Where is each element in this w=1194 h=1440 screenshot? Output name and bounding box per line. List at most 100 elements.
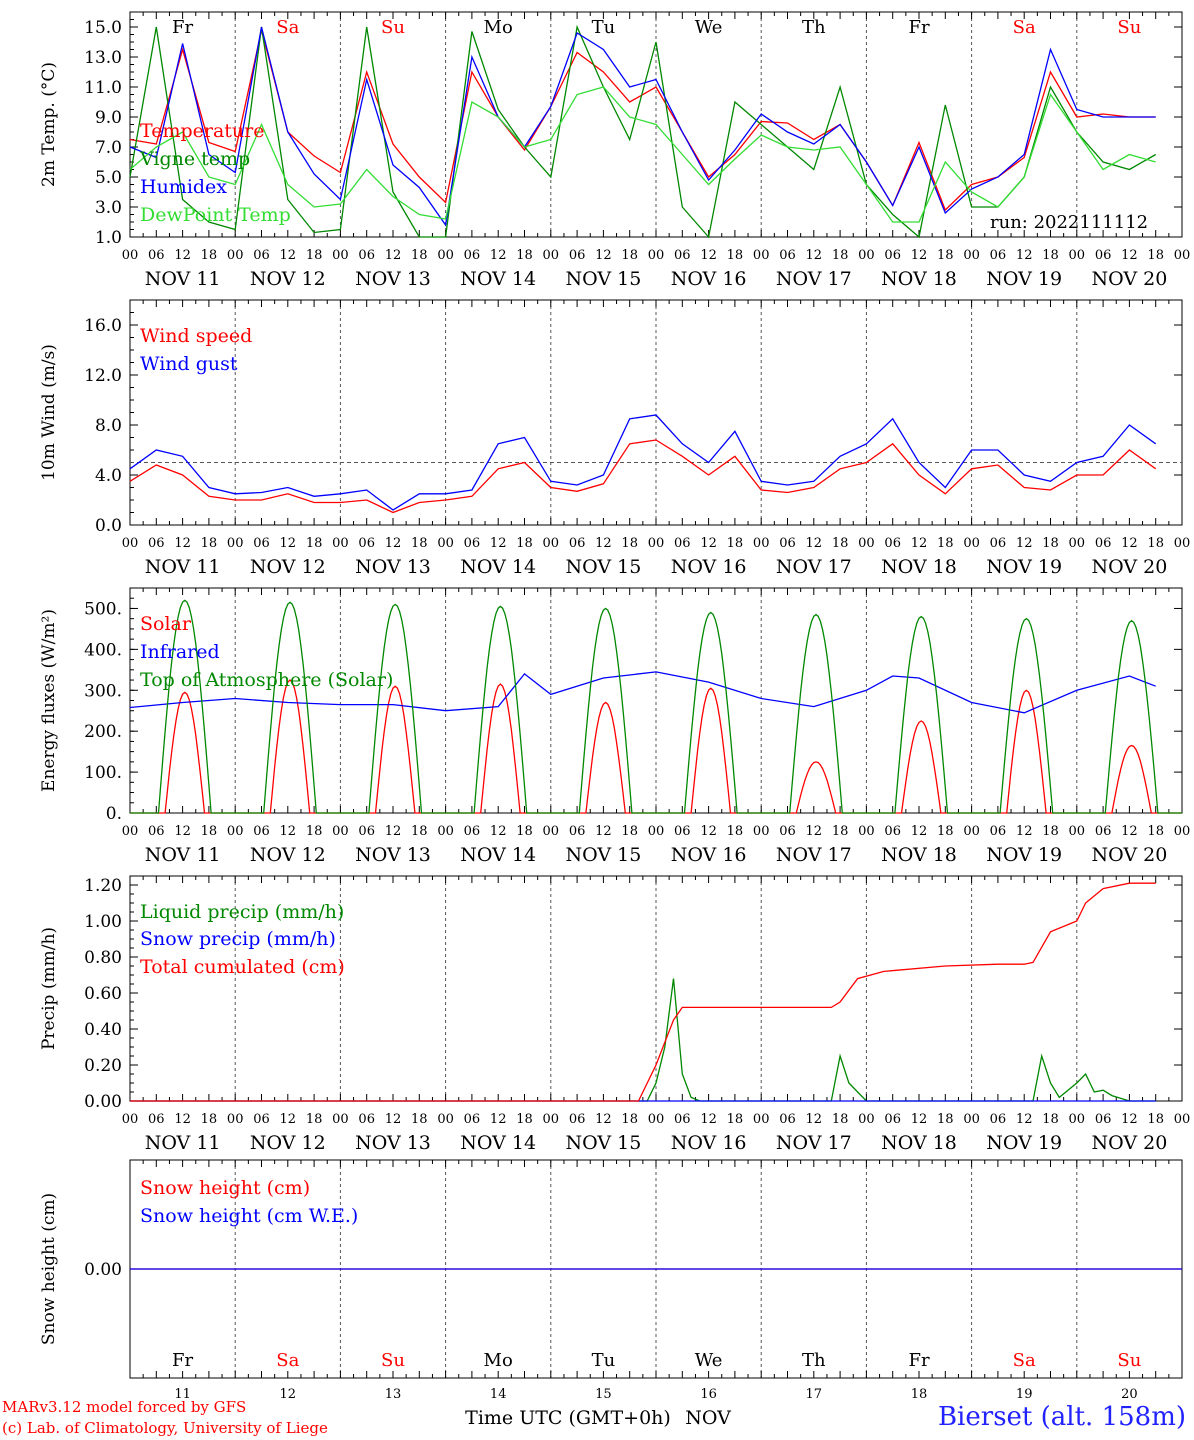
legend-entry: Top of Atmosphere (Solar) [140,669,393,691]
y-tick-label: 8.0 [95,416,122,436]
day-name: Sa [1013,1350,1036,1371]
date-label: NOV 14 [460,1132,536,1154]
day-number: 19 [1016,1387,1033,1402]
date-label: NOV 18 [881,556,957,578]
hour-tick-label: 00 [437,248,454,263]
hour-tick-label: 18 [937,1112,954,1127]
hour-tick-label: 18 [832,248,849,263]
hour-tick-label: 18 [1147,536,1164,551]
day-number: 12 [280,1387,297,1402]
legend-entry: Vigne temp [139,148,250,170]
hour-tick-label: 00 [122,824,139,839]
hour-tick-label: 18 [1147,1112,1164,1127]
hour-tick-label: 00 [1069,824,1086,839]
lab-credit: (c) Lab. of Climatology, University of L… [2,1419,328,1437]
hour-tick-label: 00 [437,536,454,551]
hour-tick-label: 00 [648,248,665,263]
hour-tick-label: 06 [674,248,691,263]
hour-tick-label: 06 [148,1112,165,1127]
hour-tick-label: 06 [779,248,796,263]
hour-tick-label: 00 [227,536,244,551]
hour-tick-label: 00 [227,824,244,839]
day-number: 13 [385,1387,402,1402]
day-number: 16 [700,1387,717,1402]
hour-tick-label: 00 [543,1112,560,1127]
hour-tick-label: 06 [253,1112,270,1127]
hour-tick-label: 18 [306,1112,323,1127]
hour-tick-label: 00 [227,248,244,263]
hour-tick-label: 06 [569,824,586,839]
date-label: NOV 20 [1091,268,1167,290]
date-label: NOV 12 [250,844,326,866]
date-label: NOV 12 [250,1132,326,1154]
hour-tick-label: 12 [280,1112,297,1127]
y-tick-label: 1.00 [84,912,122,932]
hour-tick-label: 12 [490,536,507,551]
day-name: Tu [592,1350,616,1371]
hour-tick-label: 18 [201,536,218,551]
series-line-total-cumulated-cm- [130,882,1156,1102]
series-line-vigne-temp [129,24,1157,239]
hour-tick-label: 12 [911,536,928,551]
y-tick-label: 3.0 [95,198,122,218]
hour-tick-label: 00 [648,536,665,551]
date-label: NOV 17 [776,268,852,290]
hour-tick-label: 00 [648,1112,665,1127]
hour-tick-label: 06 [884,248,901,263]
hour-tick-label: 12 [1121,1112,1138,1127]
hour-tick-label: 06 [358,1112,375,1127]
day-name: Su [1117,1350,1141,1371]
day-name: Fr [908,1350,929,1371]
legend-entry: Snow height (cm) [140,1177,310,1199]
hour-tick-label: 18 [516,536,533,551]
hour-tick-label: 06 [990,1112,1007,1127]
day-name: Su [381,17,405,38]
hour-tick-label: 18 [1147,248,1164,263]
hour-tick-label: 00 [963,824,980,839]
legend-entry: Snow height (cm W.E.) [140,1205,358,1227]
hour-tick-label: 18 [727,536,744,551]
date-label: NOV 18 [881,844,957,866]
date-label: NOV 16 [671,1132,747,1154]
y-tick-label: 15.0 [84,18,122,38]
hour-tick-label: 00 [1069,248,1086,263]
hour-tick-label: 00 [858,824,875,839]
panel-5 [129,1159,1183,1379]
legend-entry: Total cumulated (cm) [140,956,345,978]
x-axis-label: Time UTC (GMT+0h) [465,1407,671,1429]
hour-tick-label: 12 [700,1112,717,1127]
hour-tick-label: 18 [621,1112,638,1127]
y-tick-label: 200. [84,722,122,742]
series-line-temperature [129,29,1156,212]
legend-entry: Temperature [140,120,264,142]
hour-tick-label: 12 [174,824,191,839]
series-line-wind-speed [129,439,1157,514]
hour-tick-label: 12 [174,536,191,551]
date-label: NOV 18 [881,268,957,290]
hour-tick-label: 00 [543,824,560,839]
y-tick-label: 16.0 [84,316,122,336]
hour-tick-label: 12 [1121,536,1138,551]
date-label: NOV 20 [1091,1132,1167,1154]
series-line-dewpoint-temp [129,86,1156,223]
y-tick-label: 13.0 [84,48,122,68]
hour-tick-label: 12 [1016,1112,1033,1127]
date-label: NOV 18 [881,1132,957,1154]
hour-tick-label: 00 [543,536,560,551]
hour-tick-label: 00 [753,1112,770,1127]
y-tick-label: 100. [84,763,122,783]
y-axis-label: 2m Temp. (°C) [39,62,59,187]
hour-tick-label: 00 [1174,1112,1191,1127]
y-axis-label: 10m Wind (m/s) [39,344,59,481]
hour-tick-label: 06 [1095,536,1112,551]
y-tick-label: 0.60 [84,984,122,1004]
hour-tick-label: 06 [464,1112,481,1127]
run-annotation: run: 2022111112 [990,212,1148,233]
hour-tick-label: 00 [753,248,770,263]
hour-tick-label: 06 [358,248,375,263]
hour-tick-label: 18 [201,1112,218,1127]
hour-tick-label: 18 [832,1112,849,1127]
legend-entry: Humidex [140,176,227,198]
series-line-infrared [129,671,1156,714]
y-tick-label: 1.0 [95,228,122,248]
